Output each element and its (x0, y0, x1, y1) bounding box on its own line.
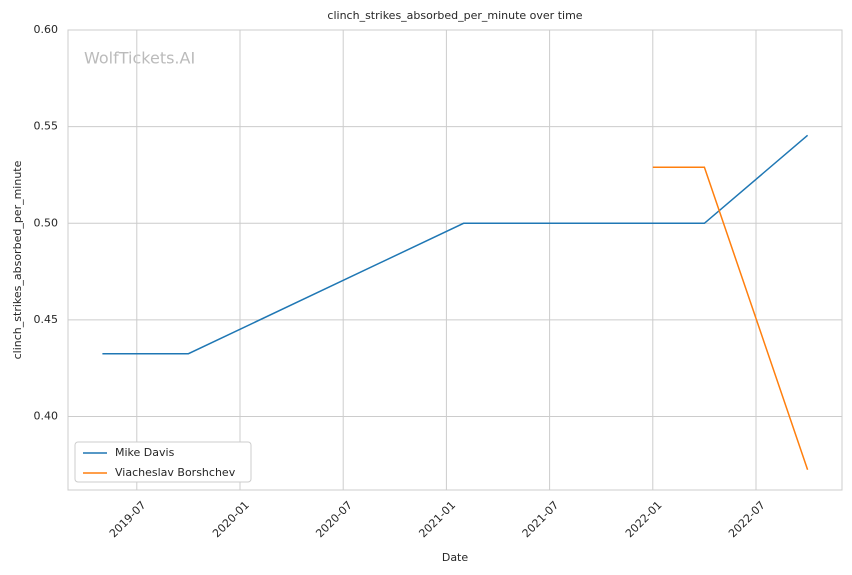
legend-label: Viacheslav Borshchev (115, 466, 236, 479)
y-tick-label: 0.50 (34, 216, 59, 229)
y-tick-label: 0.60 (34, 23, 59, 36)
chart-title: clinch_strikes_absorbed_per_minute over … (327, 9, 582, 22)
y-tick-label: 0.55 (34, 120, 59, 133)
watermark: WolfTickets.AI (84, 49, 195, 68)
x-axis-label: Date (442, 551, 469, 564)
data-line (652, 166, 809, 470)
plot-border (67, 29, 843, 491)
y-axis-label: clinch_strikes_absorbed_per_minute (11, 160, 24, 359)
y-tick-label: 0.45 (34, 313, 59, 326)
y-tick-label: 0.40 (34, 410, 59, 423)
data-line (102, 134, 809, 355)
legend-label: Mike Davis (115, 446, 175, 459)
legend-box (74, 441, 252, 483)
